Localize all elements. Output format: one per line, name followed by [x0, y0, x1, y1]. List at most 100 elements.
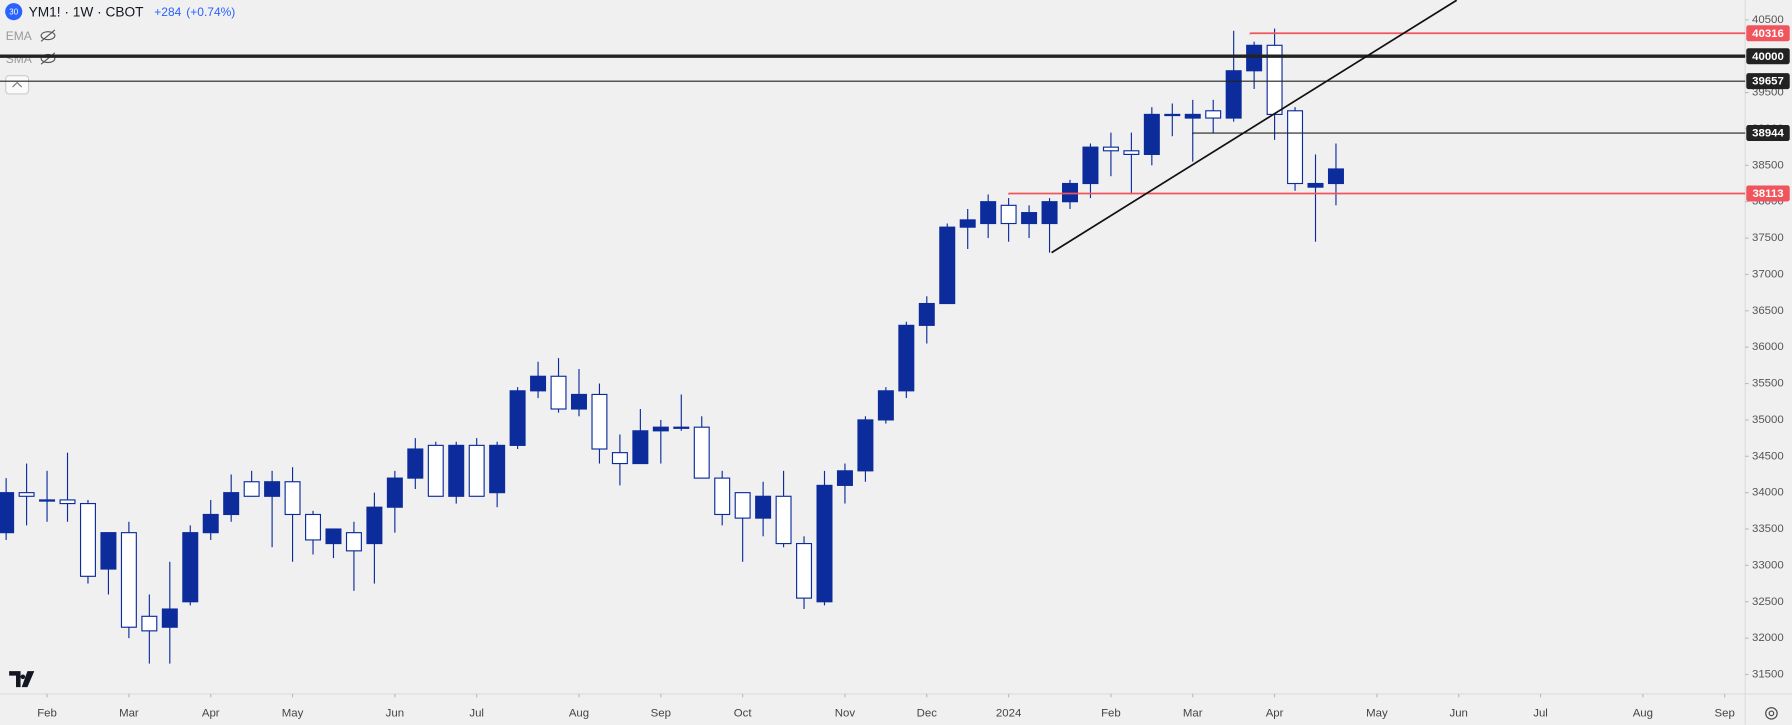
candle-body [1123, 150, 1140, 155]
candle-body [59, 499, 76, 505]
candle-body [1102, 146, 1119, 152]
candle-body [775, 495, 792, 545]
candle-body [939, 226, 956, 305]
x-tick-label: Sep [1715, 707, 1735, 719]
y-tick-label: 37500 [1752, 232, 1784, 244]
candle-body [120, 532, 137, 628]
trend-line [1051, 0, 1458, 254]
candle-body [0, 492, 15, 534]
candle-body [284, 481, 301, 516]
candle-body [1021, 212, 1038, 225]
candle-body [202, 513, 219, 534]
y-tick-label: 33000 [1752, 559, 1784, 571]
tv-logo [9, 671, 35, 688]
candle-body [305, 513, 322, 541]
candle-body [816, 484, 833, 603]
x-tick-label: Feb [1101, 707, 1121, 719]
candle-body [100, 532, 117, 570]
candle-body [1041, 201, 1058, 225]
candle-body [693, 426, 710, 479]
settings-icon[interactable] [1765, 707, 1778, 720]
price-tag [1746, 25, 1790, 42]
x-tick-label: Mar [1183, 707, 1203, 719]
candle-body [223, 492, 240, 516]
candle-body [898, 324, 915, 392]
y-tick-label: 31500 [1752, 669, 1784, 681]
candle-body [877, 390, 894, 421]
x-tick-label: Nov [835, 707, 856, 719]
candle-body [1327, 168, 1344, 185]
x-tick-label: Aug [1633, 707, 1653, 719]
price-tag [1746, 48, 1790, 65]
x-tick-label: May [282, 707, 304, 719]
candle-body [550, 375, 567, 410]
price-tag [1746, 125, 1790, 142]
candle-body [468, 444, 485, 497]
symbol-title[interactable]: YM1! · 1W · CBOT [29, 4, 145, 19]
y-tick-label: 38500 [1752, 159, 1784, 171]
candle-body [714, 477, 731, 516]
candle-body [345, 532, 362, 552]
candle-body [591, 393, 608, 450]
candle-body [836, 470, 853, 486]
x-tick-label: Oct [734, 707, 753, 719]
symbol-badge [5, 3, 23, 21]
x-tick-label: Sep [651, 707, 671, 719]
candle-body [386, 477, 403, 508]
x-tick-label: Jun [386, 707, 404, 719]
candle-body [448, 444, 465, 497]
candle-body [1225, 70, 1242, 119]
candle-body [1205, 110, 1222, 119]
candle-body [1082, 146, 1099, 185]
indicator-label[interactable]: SMA [6, 52, 32, 66]
y-tick-label: 35500 [1752, 378, 1784, 390]
candle-body [1307, 182, 1324, 188]
x-tick-label: Jul [469, 707, 484, 719]
candle-body [325, 528, 342, 545]
y-tick-label: 34500 [1752, 450, 1784, 462]
x-tick-label: Apr [202, 707, 220, 719]
candle-body [632, 430, 649, 465]
y-tick-label: 36500 [1752, 305, 1784, 317]
candle-body [489, 444, 506, 494]
y-tick-label: 33500 [1752, 523, 1784, 535]
x-tick-label: Feb [37, 707, 57, 719]
y-tick-label: 32000 [1752, 632, 1784, 644]
candle-body [161, 608, 178, 628]
candle-body [243, 481, 260, 497]
candle-body [796, 542, 813, 599]
y-tick-label: 39500 [1752, 87, 1784, 99]
candle-body [755, 495, 772, 519]
x-tick-label: 2024 [996, 707, 1022, 719]
candle-body [18, 492, 35, 497]
indicator-label[interactable]: EMA [6, 29, 32, 43]
candle-body [980, 201, 997, 225]
candle-body [1164, 113, 1181, 117]
candle-body [734, 492, 751, 519]
price-tag-label: 40316 [1752, 28, 1784, 40]
price-tag-label: 39657 [1752, 76, 1784, 88]
badge-text: 30 [9, 7, 18, 16]
candle-body [611, 452, 628, 465]
candle-body [1143, 113, 1160, 155]
candle-body [1061, 182, 1078, 203]
y-tick-label: 35000 [1752, 414, 1784, 426]
price-tag-label: 38944 [1752, 128, 1784, 140]
candle-body [1000, 204, 1017, 225]
candle-body [652, 426, 669, 432]
candle-body [857, 419, 874, 472]
y-tick-label: 34000 [1752, 487, 1784, 499]
candle-body [427, 444, 444, 497]
x-tick-label: Dec [917, 707, 938, 719]
price-change: +284 [154, 5, 181, 19]
candle-body [673, 426, 690, 429]
candle-body [79, 502, 96, 577]
candle-body [1287, 110, 1304, 185]
candle-body [530, 375, 547, 392]
x-tick-label: Mar [119, 707, 139, 719]
candle-body [366, 506, 383, 545]
candle-body [509, 390, 526, 446]
y-tick-label: 40500 [1752, 14, 1784, 26]
